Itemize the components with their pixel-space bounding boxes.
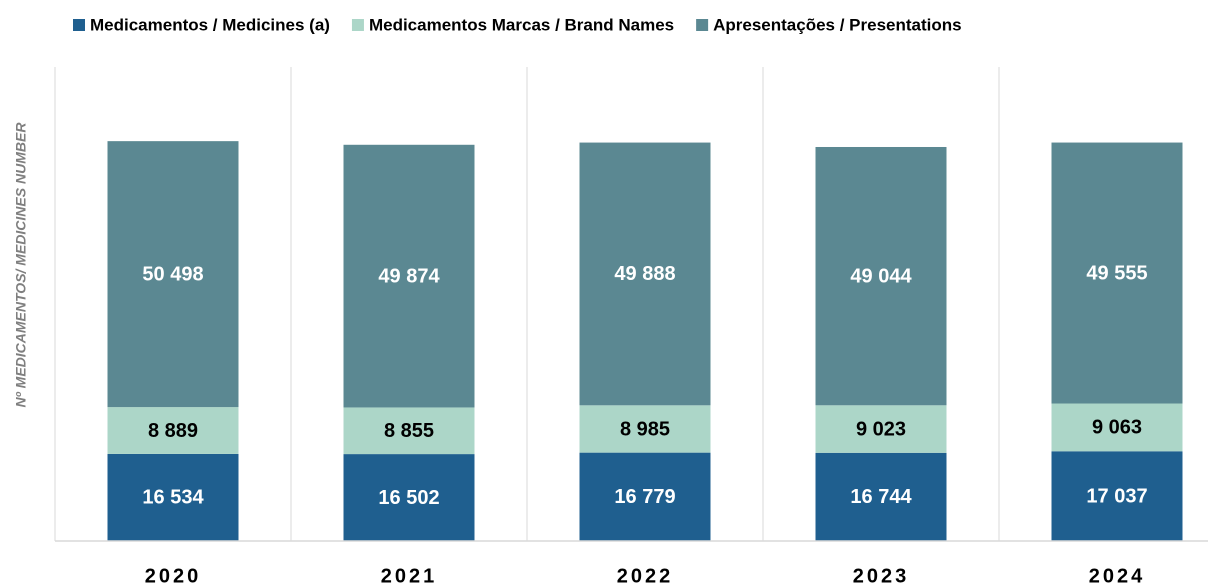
legend-label: Medicamentos Marcas / Brand Names bbox=[369, 15, 674, 34]
value-label: 49 874 bbox=[378, 265, 440, 287]
x-tick-label: 2024 bbox=[1089, 565, 1146, 587]
bar-segment bbox=[579, 142, 711, 406]
value-label: 49 555 bbox=[1086, 262, 1147, 284]
bar-segment bbox=[343, 454, 475, 541]
bar-segment bbox=[815, 146, 947, 406]
x-tick-label: 2022 bbox=[617, 565, 674, 587]
value-label: 9 063 bbox=[1092, 417, 1142, 439]
legend-label: Apresentações / Presentations bbox=[713, 15, 961, 34]
x-tick-label: 2021 bbox=[381, 565, 438, 587]
value-label: 16 534 bbox=[142, 487, 204, 509]
value-label: 49 044 bbox=[850, 265, 912, 287]
bar-segment bbox=[107, 407, 239, 454]
value-label: 49 888 bbox=[614, 263, 675, 285]
value-label: 16 502 bbox=[378, 487, 439, 509]
bar-segment bbox=[1051, 451, 1183, 541]
value-label: 16 779 bbox=[614, 486, 675, 508]
value-label: 8 985 bbox=[620, 418, 670, 440]
bar-segment bbox=[579, 452, 711, 541]
bar-segment bbox=[579, 405, 711, 453]
legend-label: Medicamentos / Medicines (a) bbox=[90, 15, 330, 34]
value-label: 17 037 bbox=[1086, 485, 1147, 507]
value-label: 9 023 bbox=[856, 418, 906, 440]
bar-segment bbox=[107, 141, 239, 408]
x-tick-label: 2020 bbox=[145, 565, 202, 587]
value-label: 50 498 bbox=[142, 263, 203, 285]
bar-segment bbox=[107, 453, 239, 541]
bar-segment bbox=[815, 405, 947, 453]
legend-swatch bbox=[696, 19, 709, 31]
value-label: 8 889 bbox=[148, 420, 198, 442]
bar-segment bbox=[1051, 403, 1183, 452]
legend-swatch bbox=[351, 19, 364, 31]
y-axis-label: Nº MEDICAMENTOS/ MEDICINES NUMBER bbox=[13, 122, 29, 408]
value-label: 16 744 bbox=[850, 486, 912, 508]
value-label: 8 855 bbox=[384, 420, 434, 442]
bar-segment bbox=[1051, 142, 1183, 404]
bar-segment bbox=[343, 144, 475, 408]
bar-segment bbox=[343, 407, 475, 455]
bar-segment bbox=[815, 452, 947, 541]
x-tick-label: 2023 bbox=[853, 565, 910, 587]
legend-swatch bbox=[73, 19, 85, 31]
